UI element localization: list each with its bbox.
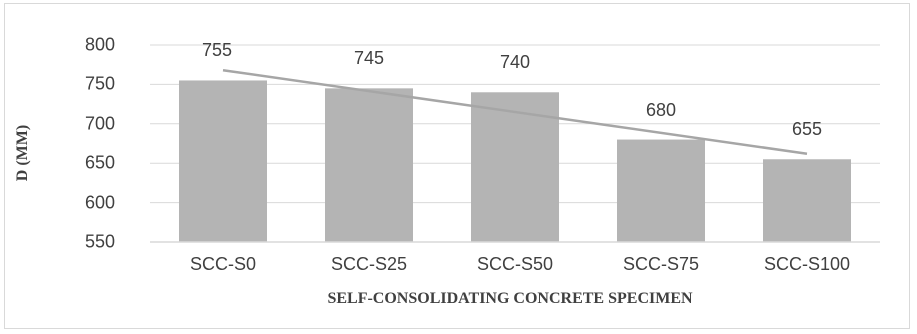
bar [617,139,705,242]
y-tick-label: 750 [84,73,115,94]
x-tick-label: SCC-S25 [330,254,408,274]
y-tick-label: 600 [84,192,115,213]
x-tick-label: SCC-S100 [763,254,851,274]
bar [325,88,413,242]
data-label: 745 [353,48,385,69]
x-tick-label: SCC-S0 [189,254,256,274]
y-tick-label: 650 [84,152,115,173]
data-label: 680 [645,99,677,120]
y-axis-label: D (MM) [14,124,31,182]
bar [179,80,267,243]
bar [763,159,851,242]
y-tick-label: 700 [84,113,115,134]
y-tick-label: 800 [84,34,115,55]
x-tick-label: SCC-S75 [622,254,700,274]
data-label: 755 [201,40,233,61]
x-tick-label: SCC-S50 [476,254,554,274]
y-tick-label: 550 [84,231,115,252]
data-label: 655 [791,119,823,140]
trendline [222,68,808,155]
x-axis-label: SELF-CONSOLIDATING CONCRETE SPECIMEN [327,290,693,307]
bar [471,92,559,242]
data-label: 740 [499,52,531,73]
chart-frame [4,3,910,329]
